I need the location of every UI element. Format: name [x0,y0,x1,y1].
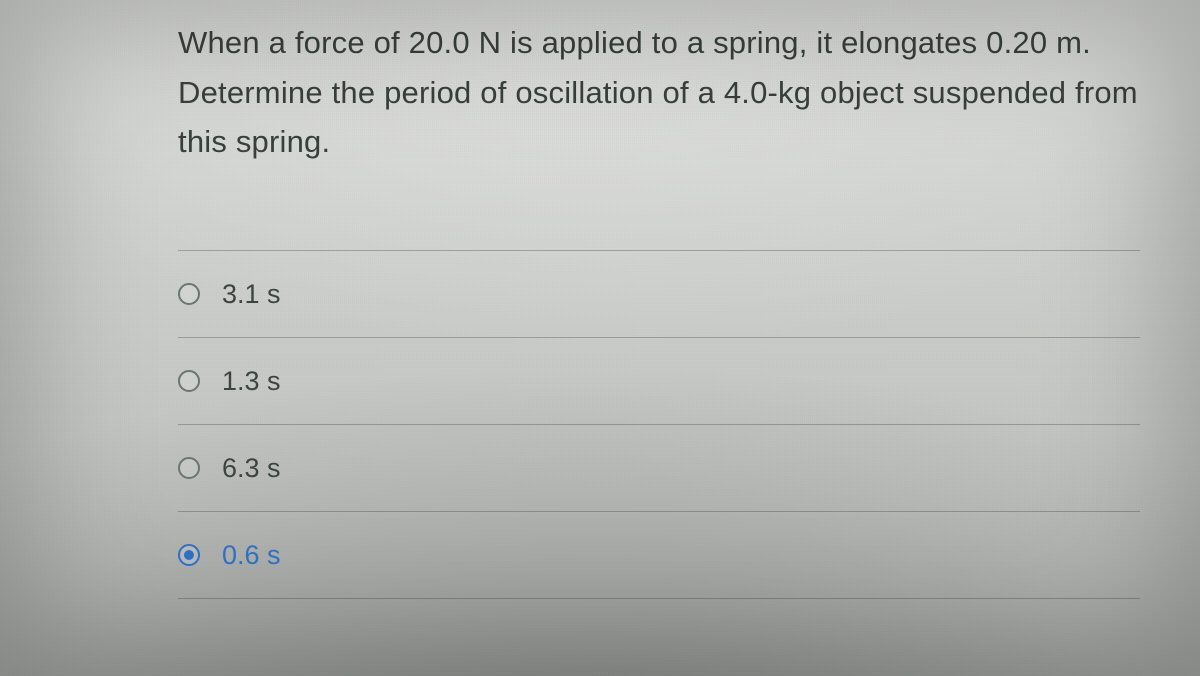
radio-unchecked-icon[interactable] [178,370,200,392]
radio-unchecked-icon[interactable] [178,457,200,479]
option-label: 6.3 s [222,453,281,484]
option-label: 1.3 s [222,366,281,397]
option-row[interactable]: 3.1 s [178,250,1140,337]
radio-dot-icon [184,550,194,560]
option-label: 0.6 s [222,540,281,571]
radio-checked-icon[interactable] [178,544,200,566]
option-row[interactable]: 6.3 s [178,424,1140,511]
options-list: 3.1 s 1.3 s 6.3 s 0.6 s [178,250,1140,599]
option-label: 3.1 s [222,279,281,310]
option-row[interactable]: 0.6 s [178,511,1140,599]
radio-unchecked-icon[interactable] [178,283,200,305]
option-row[interactable]: 1.3 s [178,337,1140,424]
question-text: When a force of 20.0 N is applied to a s… [178,18,1140,167]
quiz-sheet: When a force of 20.0 N is applied to a s… [0,0,1200,676]
